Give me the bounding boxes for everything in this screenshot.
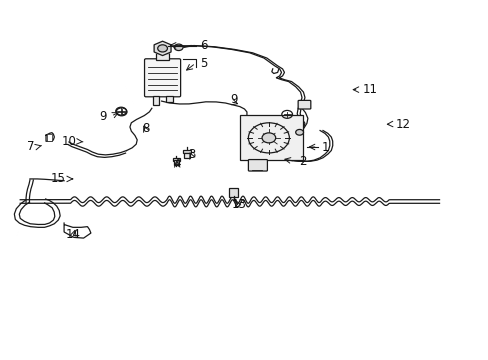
Bar	[183, 153, 189, 158]
Text: 7: 7	[27, 140, 35, 153]
FancyBboxPatch shape	[144, 59, 180, 97]
Circle shape	[174, 44, 183, 50]
Circle shape	[158, 45, 167, 52]
Bar	[156, 53, 169, 60]
Text: 8: 8	[142, 122, 149, 135]
Bar	[152, 96, 159, 105]
Text: 10: 10	[61, 135, 76, 148]
FancyBboxPatch shape	[229, 188, 238, 197]
Bar	[165, 96, 172, 102]
Bar	[239, 116, 303, 160]
Text: 12: 12	[395, 118, 410, 131]
Bar	[172, 158, 179, 161]
Circle shape	[295, 130, 303, 135]
FancyBboxPatch shape	[298, 100, 310, 109]
Circle shape	[262, 133, 275, 143]
Text: 11: 11	[362, 83, 377, 96]
Text: 2: 2	[299, 155, 306, 168]
Text: 1: 1	[321, 140, 328, 153]
Text: 13: 13	[231, 198, 245, 211]
Polygon shape	[46, 133, 54, 141]
Text: 5: 5	[199, 57, 206, 69]
Text: 3: 3	[188, 148, 195, 161]
Text: 9: 9	[99, 110, 107, 123]
Bar	[46, 134, 52, 140]
Text: 14: 14	[65, 228, 80, 241]
Text: 6: 6	[199, 39, 207, 52]
Text: 9: 9	[229, 93, 237, 106]
Bar	[173, 160, 178, 165]
Text: 15: 15	[51, 172, 65, 185]
Polygon shape	[154, 41, 171, 55]
FancyBboxPatch shape	[248, 159, 267, 171]
Text: 4: 4	[173, 157, 181, 170]
Bar	[183, 150, 190, 153]
